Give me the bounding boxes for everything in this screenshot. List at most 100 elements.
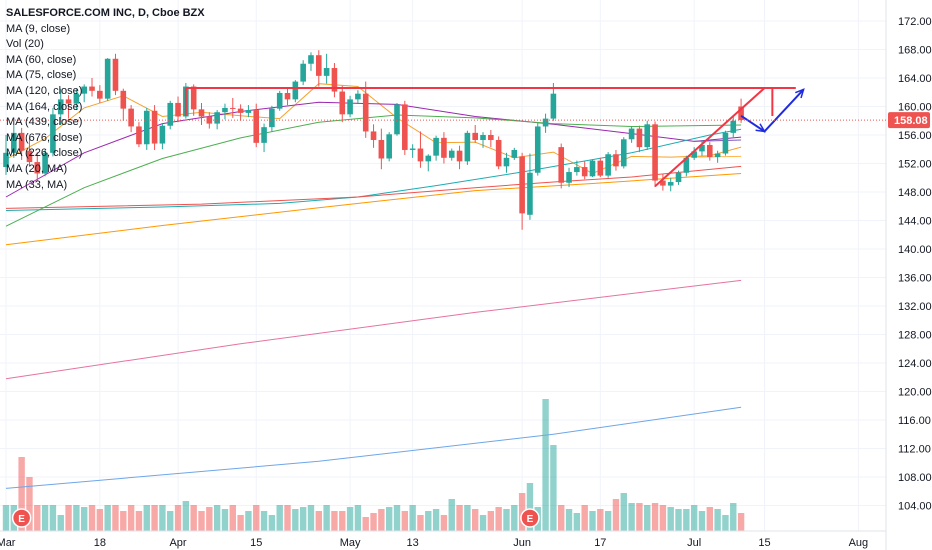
volume-bar [683, 509, 690, 531]
candle-body [691, 151, 697, 158]
price-axis-tick-label: 124.00 [898, 358, 932, 370]
price-axis-tick-label: 160.00 [898, 102, 932, 114]
volume-bar [307, 505, 315, 531]
candle-body [34, 162, 41, 174]
volume-bar [229, 505, 236, 531]
volume-bar [104, 505, 111, 531]
volume-bar [49, 505, 57, 531]
candle-body [597, 160, 604, 176]
volume-bar [737, 513, 745, 531]
volume-bar [550, 445, 557, 531]
legend-item[interactable]: MA (164, close) [6, 100, 83, 113]
volume-bar [385, 507, 393, 531]
volume-bar [706, 507, 713, 531]
volume-bar [698, 511, 706, 531]
volume-bar [511, 505, 518, 531]
volume-bar [143, 505, 150, 531]
legend-item[interactable]: MA (439, close) [6, 116, 83, 129]
volume-bar [81, 507, 88, 531]
legend-item[interactable]: MA (9, close) [6, 22, 71, 35]
price-axis-tick-label: 172.00 [898, 16, 932, 28]
candle-body [190, 86, 197, 110]
candle-body [558, 147, 565, 183]
candle-body [566, 172, 572, 183]
candle-body [42, 152, 48, 174]
candle-body [331, 68, 338, 92]
candle-body [378, 139, 385, 159]
time-axis[interactable]: Mar 18 Apr 15 May 13 Jun 17 Jul 15 Aug [0, 537, 868, 549]
moving-average-line [5, 114, 742, 227]
candle-body [73, 93, 80, 104]
volume-bar [589, 511, 596, 531]
candle-body [589, 160, 596, 177]
legend-item[interactable]: MA (226, close) [6, 147, 83, 160]
volume-bar [518, 493, 526, 531]
candle-body [284, 92, 291, 100]
volume-bar [237, 515, 244, 531]
candle-body [472, 132, 478, 140]
price-axis-tick-label: 128.00 [898, 330, 932, 342]
volume-bar [339, 511, 346, 531]
candle-body [214, 112, 220, 124]
volume-bar [174, 505, 182, 531]
time-axis-tick-label: 15 [250, 537, 262, 549]
candle-body [534, 126, 541, 173]
legend-item[interactable]: MA (75, close) [6, 69, 77, 82]
volume-bar [331, 511, 338, 531]
chart-legend: SALESFORCE.COM INC, D, Cboe BZX MA (9, c… [6, 6, 205, 193]
legend-item[interactable]: MA (33, MA) [6, 178, 68, 191]
price-axis-tick-label: 104.00 [898, 501, 932, 513]
candle-body [738, 106, 744, 121]
volume-bar [127, 505, 135, 531]
volume-bar [378, 509, 385, 531]
volume-bar [401, 511, 409, 531]
volume-bar [151, 505, 158, 531]
legend-item[interactable]: MA (120, close) [6, 84, 83, 97]
volume-bar [135, 511, 143, 531]
volume-bar [604, 511, 612, 531]
candle-body [644, 124, 651, 148]
drawing-tools [184, 87, 805, 188]
candle-body [574, 167, 580, 173]
volume-bar [409, 505, 416, 531]
volume-bar [346, 507, 354, 531]
legend-item[interactable]: MA (20, MA) [6, 162, 68, 175]
volume-bar [659, 505, 667, 531]
volume-bar [393, 505, 401, 531]
candle-body [441, 137, 447, 158]
candle-body [620, 139, 627, 167]
volume-bar [448, 499, 455, 531]
volume-bar [315, 511, 322, 531]
legend-item[interactable]: Vol (20) [6, 38, 44, 51]
volume-bar [620, 493, 627, 531]
volume-bar [159, 505, 166, 531]
candle-body [527, 172, 533, 215]
volume-bar [714, 509, 721, 531]
candle-body [511, 149, 518, 158]
volume-bar [464, 505, 471, 531]
legend-item[interactable]: MA (60, close) [6, 53, 77, 66]
candle-body [198, 109, 205, 117]
volume-bar [260, 511, 268, 531]
candle-body [347, 99, 353, 115]
volume-bar [730, 503, 737, 531]
legend-item[interactable]: MA (676, close) [6, 131, 83, 144]
candle-body [253, 110, 260, 143]
volume-bar [26, 477, 33, 531]
price-axis-tick-label: 152.00 [898, 159, 932, 171]
price-axis[interactable]: 172.00 168.00 164.00 160.00 156.00 152.00 148.… [898, 16, 932, 513]
candle-body [362, 93, 369, 132]
candle-body [245, 110, 252, 113]
candle-body [550, 93, 557, 119]
candle-body [26, 150, 33, 163]
volume-bar [370, 513, 377, 531]
candle-body [316, 55, 322, 76]
candle-body [120, 90, 127, 109]
volume-bar [73, 505, 80, 531]
volume-bar [675, 509, 682, 531]
projection-arrowhead [755, 123, 766, 133]
candle-body [355, 93, 361, 100]
candle-body [503, 157, 510, 167]
volume-bar [167, 511, 174, 531]
